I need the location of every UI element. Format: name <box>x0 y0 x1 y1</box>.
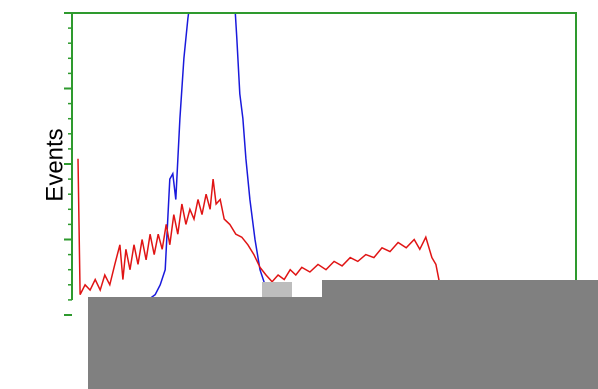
occlusion <box>88 297 598 389</box>
series-line <box>77 158 441 295</box>
y-axis-label: Events <box>41 128 68 201</box>
plot-frame <box>71 12 577 300</box>
occlusion <box>322 280 598 300</box>
series-line <box>147 13 271 301</box>
occlusion <box>262 282 292 297</box>
